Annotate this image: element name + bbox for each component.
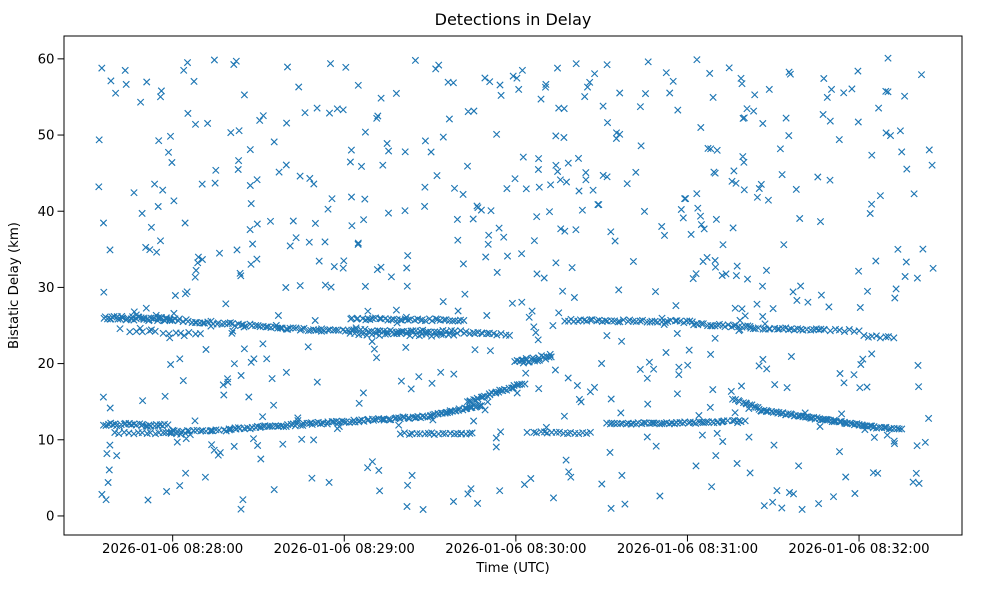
x-tick-label: 2026-01-06 08:29:00 — [274, 542, 415, 557]
y-tick-label: 40 — [38, 205, 55, 220]
chart-title: Detections in Delay — [435, 10, 592, 29]
x-tick-label: 2026-01-06 08:30:00 — [445, 542, 586, 557]
y-tick-label: 0 — [46, 510, 54, 525]
y-tick-label: 30 — [38, 281, 55, 296]
y-tick-label: 60 — [38, 52, 55, 67]
y-tick-label: 10 — [38, 433, 55, 448]
x-tick-label: 2026-01-06 08:32:00 — [788, 542, 929, 557]
axis-ticks: 0 10 20 30 40 50 60 2026-01-06 08:28:00 2026-01-… — [38, 52, 930, 557]
x-axis-label: Time (UTC) — [475, 561, 550, 576]
plot-area — [63, 35, 963, 536]
x-tick-label: 2026-01-06 08:28:00 — [102, 542, 243, 557]
y-axis-label: Bistatic Delay (km) — [7, 222, 22, 349]
scatter-points — [95, 54, 937, 514]
y-tick-label: 20 — [38, 357, 55, 372]
x-tick-label: 2026-01-06 08:31:00 — [617, 542, 758, 557]
y-tick-label: 50 — [38, 129, 55, 144]
